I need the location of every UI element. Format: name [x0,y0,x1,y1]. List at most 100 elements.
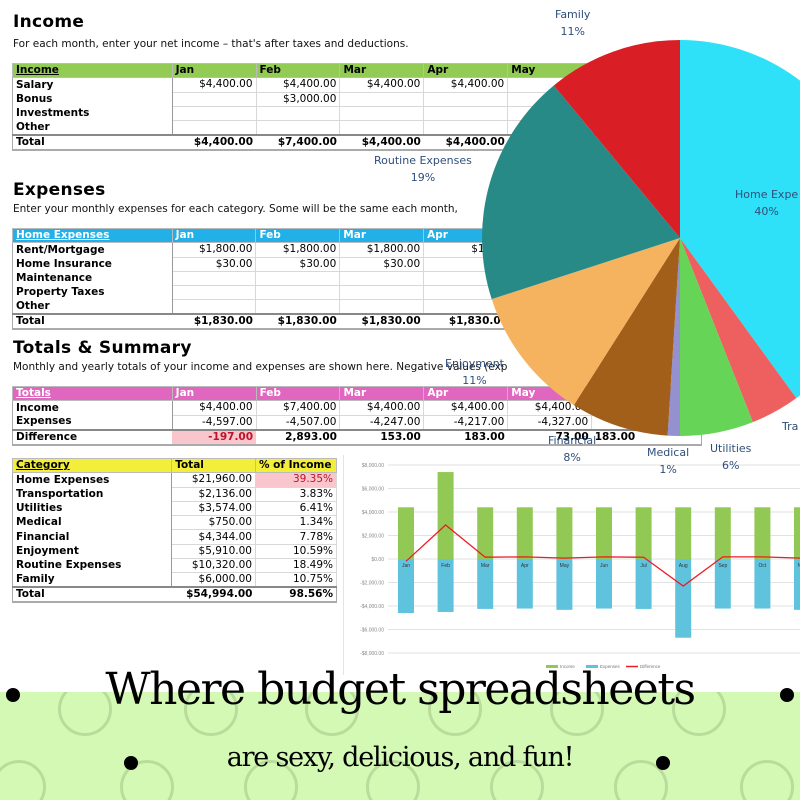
cell[interactable] [171,299,257,315]
pie-slice-financial[interactable] [573,238,680,436]
cell[interactable] [339,299,425,315]
cell[interactable] [255,285,341,301]
cell[interactable] [339,120,425,136]
cell[interactable]: $6,000.00 [171,572,256,588]
decorative-ring [672,692,726,736]
income-header-label[interactable]: Income [12,62,173,79]
cell[interactable]: 6.41% [255,500,337,517]
pie-slice-home-expenses[interactable] [680,40,800,399]
header-apr[interactable]: Apr [423,385,509,402]
header-jan[interactable]: Jan [171,62,257,79]
header-feb[interactable]: Feb [255,385,341,402]
cell[interactable]: $7,400.00 [255,400,341,416]
cell[interactable]: 10.59% [255,543,337,560]
cell[interactable]: $4,400.00 [339,400,425,416]
cell[interactable]: $1,800.00 [255,242,341,258]
header-apr[interactable]: Apr [423,62,509,79]
cell[interactable] [171,91,257,107]
header-jan[interactable]: Jan [171,227,257,244]
cell[interactable]: -4,217.00 [423,414,509,431]
cell[interactable] [255,299,341,315]
cell[interactable]: $4,400.00 [423,400,509,416]
header-mar[interactable]: Mar [339,62,425,79]
cell[interactable]: 18.49% [255,558,337,574]
row-label[interactable]: Maintenance [12,271,173,286]
row-label[interactable]: Bonus [12,92,173,107]
decorative-ring [305,692,359,736]
cell[interactable] [339,105,425,122]
cell[interactable] [255,120,341,136]
pie-slice-transportation[interactable] [680,238,797,423]
cell-highlight[interactable]: 39.35% [255,472,337,488]
row-label[interactable]: Other [12,120,173,135]
cell[interactable] [171,120,257,136]
cell[interactable] [255,270,341,287]
pie-chart[interactable] [480,38,800,438]
header-mar[interactable]: Mar [339,385,425,402]
row-label[interactable]: Investments [12,106,173,121]
cell[interactable]: $10,320.00 [171,558,256,574]
row-label[interactable]: Salary [12,77,173,93]
cell[interactable] [171,285,257,301]
expense-bar [714,559,731,609]
cell[interactable]: $30.00 [171,256,257,272]
cell-negative: -197.00 [172,428,257,446]
cell[interactable] [171,270,257,287]
cell[interactable] [255,105,341,122]
row-label[interactable]: Home Insurance [12,257,173,272]
expenses-header-label[interactable]: Home Expenses [12,227,173,244]
row-label[interactable]: Rent/Mortgage [12,242,173,258]
cell[interactable]: $3,000.00 [255,91,341,107]
cell[interactable]: -4,327.00 [507,414,593,431]
income-expenses-chart[interactable]: $8,000.00 $6,000.00 $4,000.00 $2,000.00 $0.0… [343,455,800,675]
cell[interactable]: 7.78% [255,529,337,545]
cell[interactable] [171,105,257,122]
cell[interactable]: $4,400.00 [171,400,257,416]
cell[interactable]: $4,344.00 [171,529,256,545]
header-total[interactable]: Total [171,457,256,474]
cell[interactable]: $4,400.00 [171,77,257,93]
cell[interactable]: -4,247.00 [339,414,425,431]
totals-header-label[interactable]: Totals [12,385,173,402]
header-mar[interactable]: Mar [339,227,425,244]
cell[interactable] [339,285,425,301]
cell[interactable]: $30.00 [255,256,341,272]
row-label[interactable]: Other [12,299,173,315]
pie-slice-enjoyment[interactable] [491,238,680,406]
pie-slice-routine-expenses[interactable] [482,85,680,300]
pie-label-enjoyment: Enjoyment 11% [445,357,504,387]
header-feb[interactable]: Feb [255,62,341,79]
cell: 183.00 [423,428,508,446]
cell[interactable]: 3.83% [255,486,337,502]
cell[interactable]: $1,800.00 [339,242,425,258]
cell[interactable]: $4,400.00 [255,77,341,93]
cell[interactable]: $750.00 [171,515,256,531]
cell[interactable]: $4,400.00 [423,77,509,93]
cell[interactable]: $4,400.00 [507,400,593,416]
cell[interactable] [339,91,425,107]
income-bar [437,472,454,559]
pie-slice-utilities[interactable] [680,238,753,436]
header-jan[interactable]: Jan [171,385,257,402]
table-row: Transportation $2,136.00 3.83% [12,486,337,502]
header-pct[interactable]: % of Income [255,457,337,474]
pie-slice-medical[interactable] [667,238,680,436]
row-label[interactable]: Property Taxes [12,285,173,300]
cell[interactable]: $2,136.00 [171,486,256,502]
cell[interactable]: $5,910.00 [171,543,256,560]
svg-text:$2,000.00: $2,000.00 [362,534,384,540]
cell[interactable]: $21,960.00 [171,472,256,488]
cell[interactable]: $30.00 [339,256,425,272]
cell[interactable]: $1,800.00 [171,242,257,258]
category-header-label[interactable]: Category [11,457,173,474]
cell[interactable]: 10.75% [255,572,337,588]
cell[interactable]: $4,400.00 [339,77,425,93]
cell[interactable] [339,270,425,287]
cell[interactable]: -4,597.00 [171,414,257,431]
pie-slice-family[interactable] [553,40,680,238]
cell[interactable]: $3,574.00 [171,500,256,517]
header-feb[interactable]: Feb [255,227,341,244]
cell[interactable]: 1.34% [255,515,337,531]
cell[interactable]: -4,507.00 [255,414,341,431]
row-label: Transportation [12,487,173,502]
